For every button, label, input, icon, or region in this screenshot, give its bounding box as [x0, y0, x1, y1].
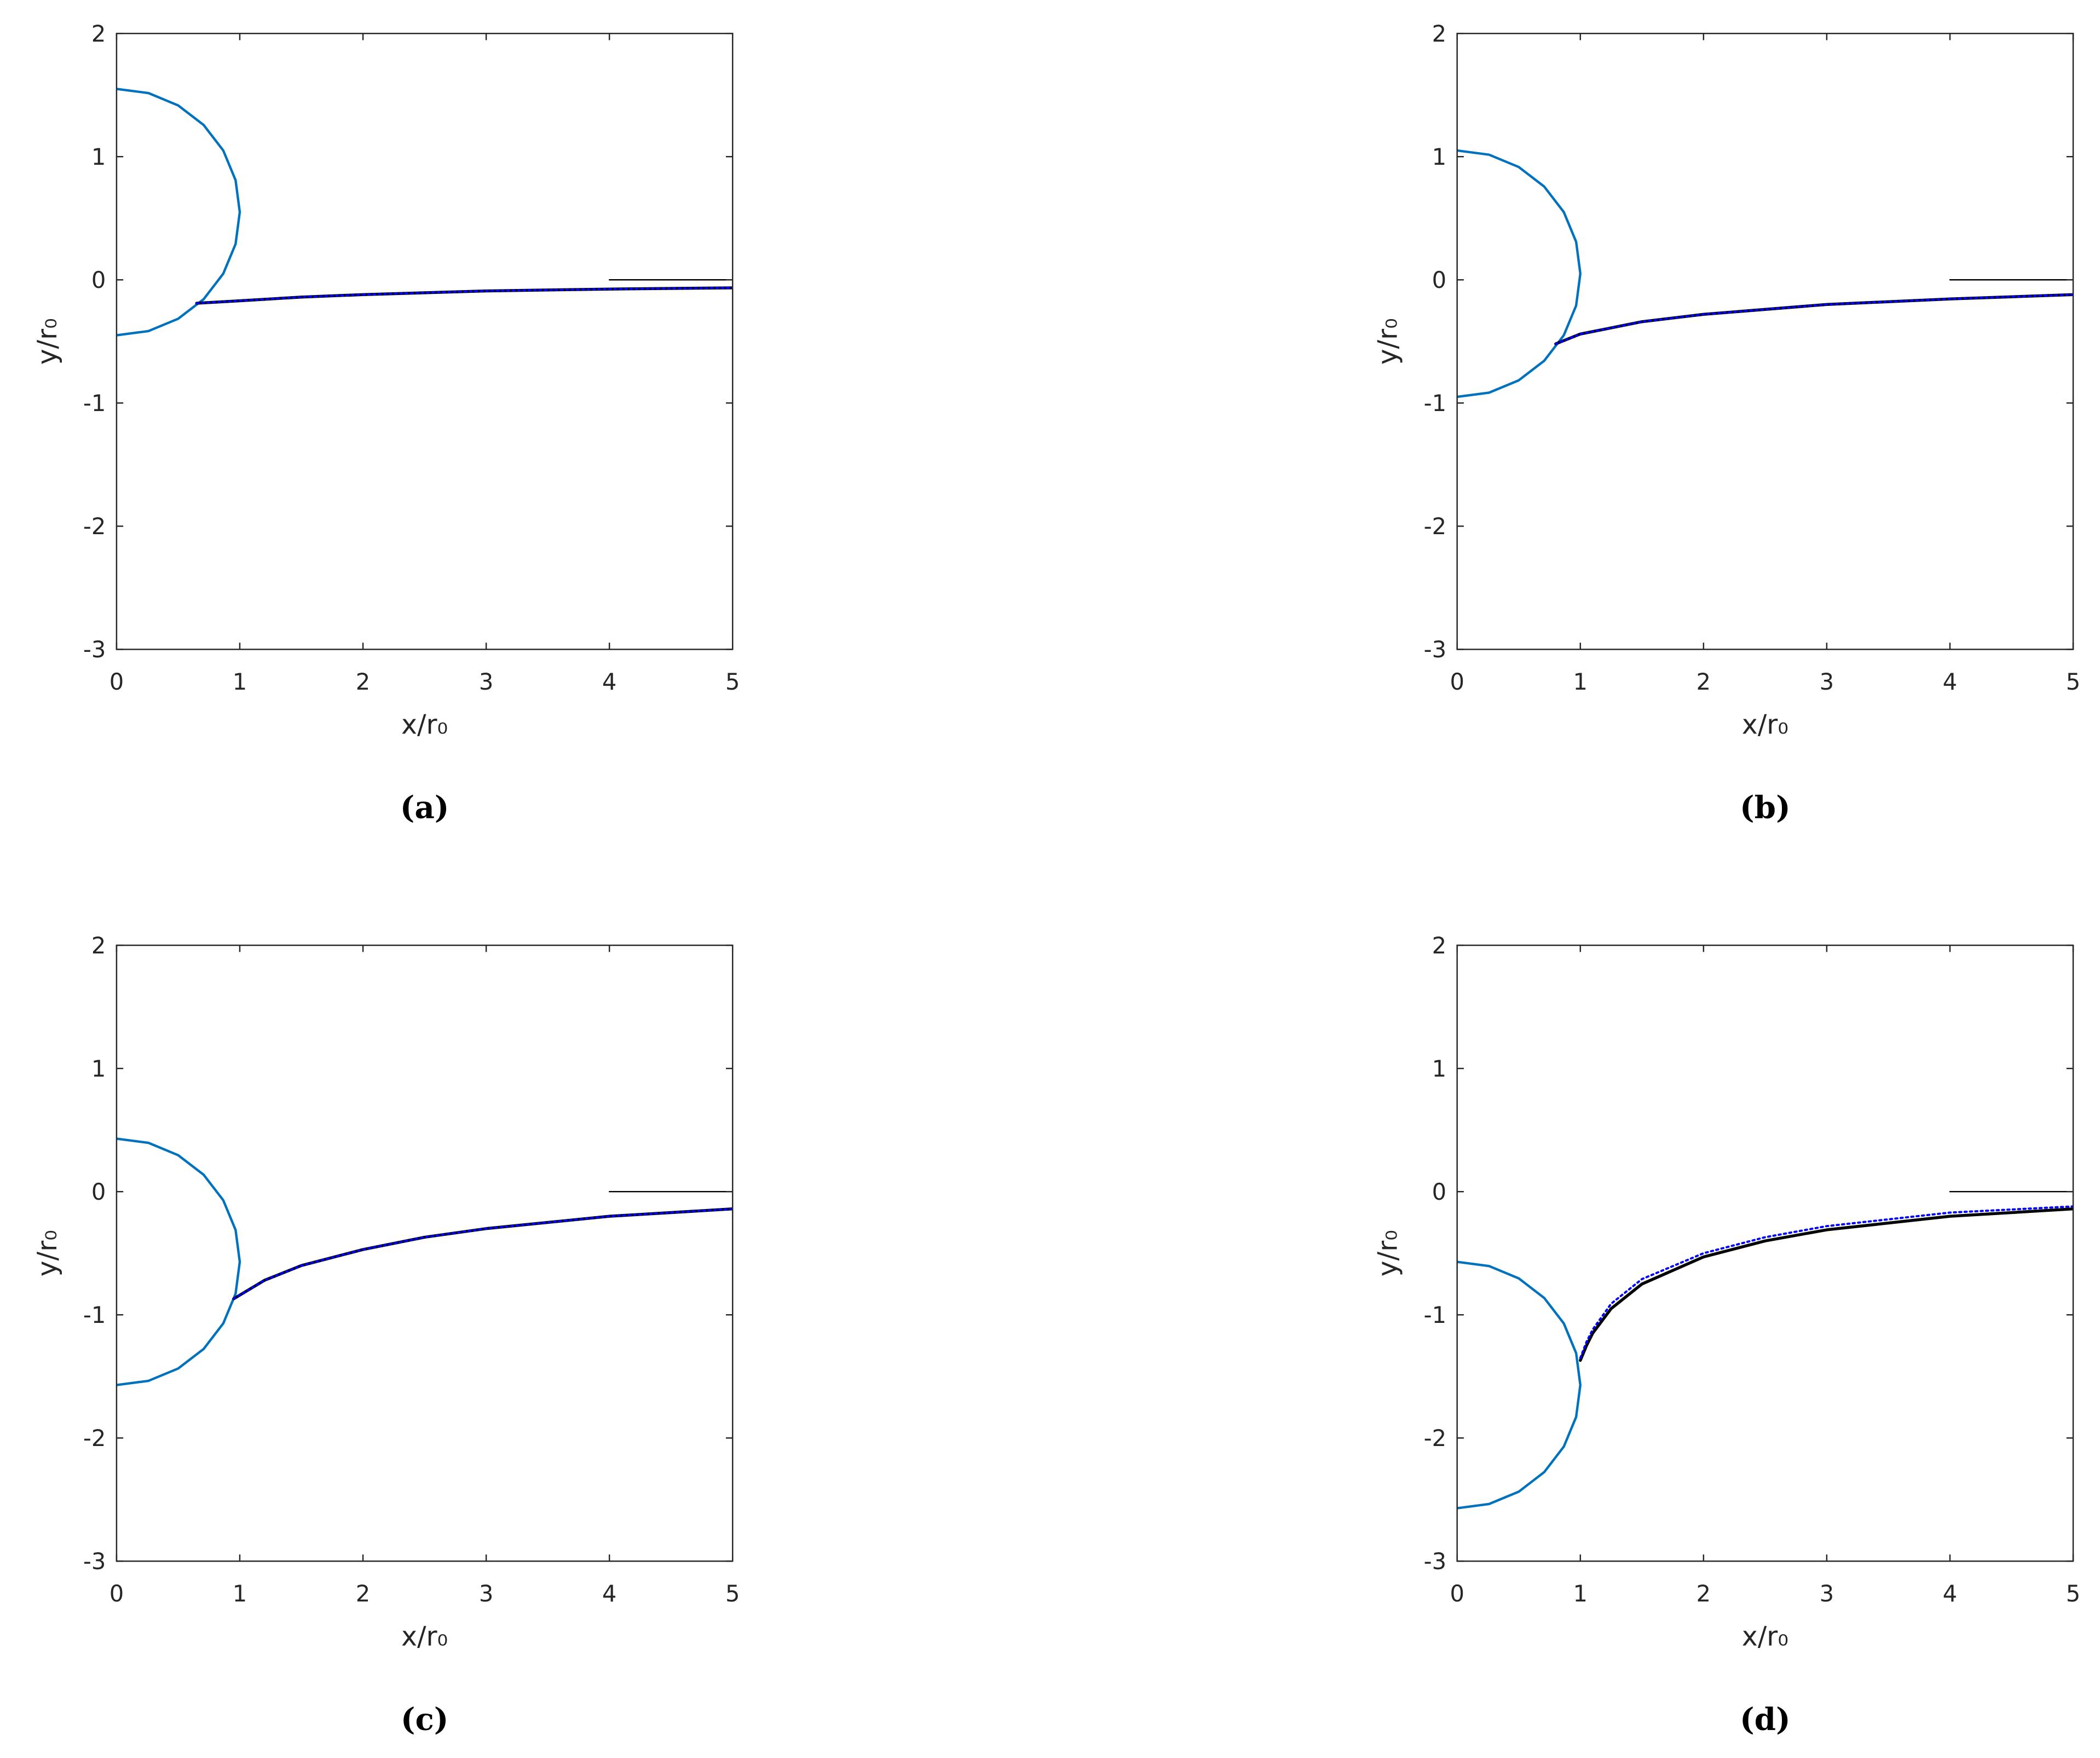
axes-box	[1456, 32, 2074, 650]
x-tick-label: 4	[602, 1580, 616, 1607]
axes-box	[1456, 944, 2074, 1562]
plot-area	[116, 1137, 733, 1386]
caption: (b)	[1740, 790, 1791, 826]
x-tick-label: 1	[1573, 668, 1588, 695]
y-tick-label: -3	[1424, 1548, 1446, 1575]
line	[1457, 1260, 1582, 1510]
x-tick-label: 2	[1697, 668, 1711, 695]
y-axis-label: y/r₀	[32, 1230, 63, 1276]
x-tick-label: 5	[2066, 1580, 2080, 1607]
caption: (a)	[400, 790, 449, 826]
y-tick-label: 2	[91, 20, 106, 47]
x-tick-label: 1	[233, 668, 247, 695]
y-axis-label: y/r₀	[32, 318, 63, 365]
x-tick-label: 0	[1450, 1580, 1464, 1607]
y-tick-label: 1	[1432, 1055, 1446, 1082]
dotted-line	[1554, 293, 2073, 345]
plot-area	[1457, 149, 2073, 398]
x-tick-label: 0	[109, 1580, 124, 1607]
line	[116, 88, 241, 337]
x-tick-label: 4	[1943, 1580, 1957, 1607]
y-tick-label: -3	[83, 636, 106, 663]
x-tick-label: 4	[1943, 668, 1957, 695]
x-tick-label: 2	[356, 668, 370, 695]
plot-area	[116, 88, 733, 337]
dotted-line	[1579, 1205, 2073, 1360]
axes-box	[116, 944, 734, 1562]
y-tick-label: 0	[1432, 1178, 1446, 1205]
x-tick-label: 3	[479, 1580, 493, 1607]
x-tick-label: 4	[602, 668, 616, 695]
axes-box	[116, 32, 734, 650]
y-tick-label: -1	[83, 1302, 106, 1328]
x-axis-label: x/r₀	[401, 709, 448, 741]
caption: (d)	[1740, 1702, 1791, 1738]
y-axis-label: y/r₀	[1372, 318, 1404, 365]
x-tick-label: 3	[1820, 668, 1834, 695]
y-tick-label: -2	[83, 1425, 106, 1451]
x-axis-label: x/r₀	[1742, 1621, 1789, 1652]
x-tick-label: 5	[725, 668, 740, 695]
y-tick-label: 2	[1432, 20, 1446, 47]
y-tick-label: 1	[91, 143, 106, 170]
y-tick-label: 0	[91, 1178, 106, 1205]
x-axis-label: x/r₀	[1742, 709, 1789, 741]
y-tick-label: -2	[1424, 1425, 1446, 1451]
plot-area	[1457, 1190, 2073, 1510]
y-tick-label: -1	[1424, 390, 1446, 417]
x-tick-label: 5	[725, 1580, 740, 1607]
y-tick-label: -2	[1424, 513, 1446, 540]
x-tick-label: 2	[1697, 1580, 1711, 1607]
x-tick-label: 0	[1450, 668, 1464, 695]
line	[116, 1137, 241, 1386]
x-tick-label: 3	[479, 668, 493, 695]
x-tick-label: 1	[233, 1580, 247, 1607]
y-tick-label: 1	[1432, 143, 1446, 170]
y-tick-label: -3	[1424, 636, 1446, 663]
y-tick-label: 1	[91, 1055, 106, 1082]
y-tick-label: 2	[1432, 932, 1446, 959]
x-tick-label: 0	[109, 668, 124, 695]
y-tick-label: -1	[83, 390, 106, 417]
y-tick-label: -1	[1424, 1302, 1446, 1328]
dotted-line	[232, 1207, 733, 1300]
line	[1579, 1207, 2073, 1362]
x-tick-label: 1	[1573, 1580, 1588, 1607]
y-tick-label: 0	[91, 267, 106, 293]
x-axis-label: x/r₀	[401, 1621, 448, 1652]
caption: (c)	[401, 1702, 448, 1738]
y-tick-label: 0	[1432, 267, 1446, 293]
y-tick-label: -2	[83, 513, 106, 540]
y-tick-label: 2	[91, 932, 106, 959]
x-tick-label: 5	[2066, 668, 2080, 695]
y-axis-label: y/r₀	[1372, 1230, 1404, 1276]
line	[1457, 149, 1582, 398]
x-tick-label: 3	[1820, 1580, 1834, 1607]
x-tick-label: 2	[356, 1580, 370, 1607]
dotted-line	[195, 286, 733, 304]
y-tick-label: -3	[83, 1548, 106, 1575]
